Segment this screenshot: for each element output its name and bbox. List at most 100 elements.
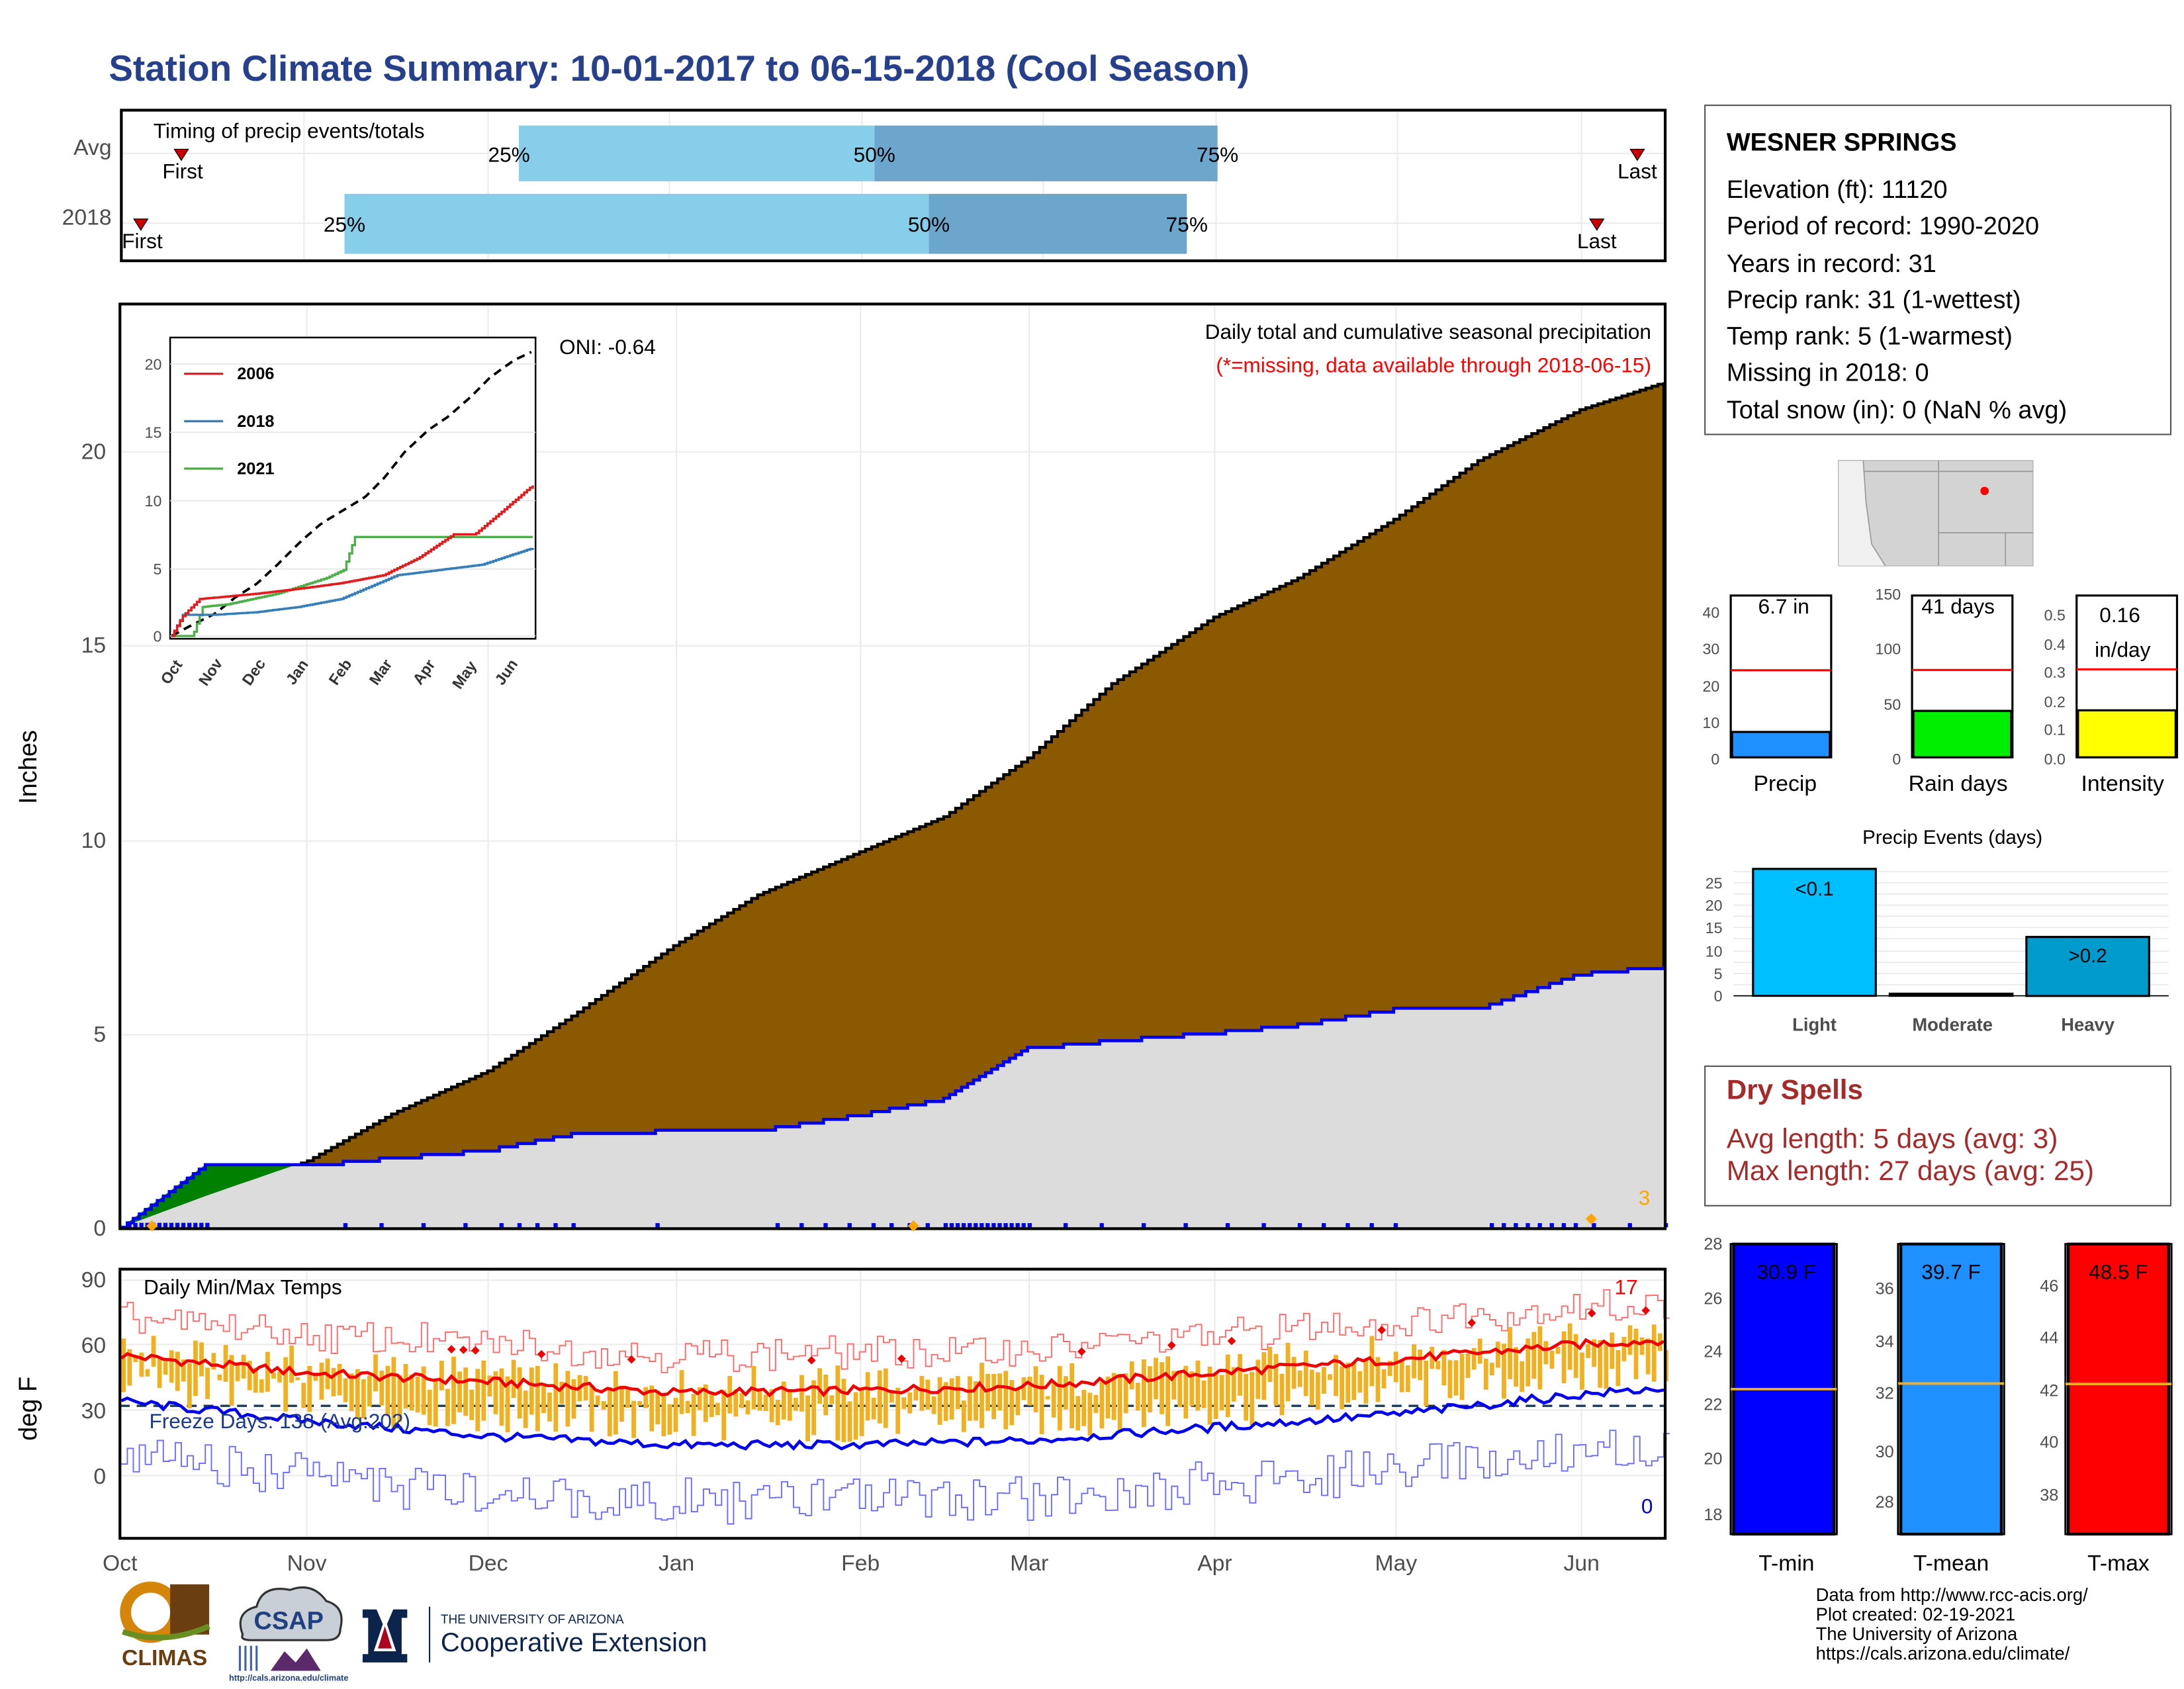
daily-temp-bar: [721, 1390, 727, 1441]
avg-max-line: [120, 1338, 1665, 1398]
daily-precip-bar: [157, 1222, 162, 1228]
daily-temp-bar: [1375, 1357, 1381, 1402]
daily-temp-bar: [151, 1336, 156, 1367]
credits: Data from http://www.rcc-acis.org/ Plot …: [1816, 1585, 2088, 1664]
daily-temp-bar: [703, 1384, 708, 1422]
daily-temp-bar: [1471, 1347, 1477, 1370]
daily-temp-bar: [1189, 1371, 1195, 1406]
station-elevation: Elevation (ft): 11120: [1726, 175, 1948, 204]
daily-precip-bar: [1027, 1223, 1032, 1228]
daily-temp-bar: [361, 1379, 366, 1419]
daily-temp-bar: [349, 1373, 354, 1412]
legend-label-2018: 2018: [237, 412, 274, 431]
daily-temp-bar: [781, 1381, 786, 1420]
tmax-ytick-42: 42: [2040, 1381, 2058, 1400]
station-name: WESNER SPRINGS: [1726, 128, 1957, 157]
hot-count: 17: [1615, 1275, 1638, 1299]
tmean-ytick-34: 34: [1876, 1333, 1894, 1351]
daily-temp-bar: [541, 1385, 546, 1414]
daily-temp-bar: [829, 1395, 835, 1404]
raindays-ytick-100: 100: [1876, 640, 1901, 657]
timing-row-avg-label: Avg: [73, 136, 112, 161]
daily-temp-bar: [883, 1368, 888, 1428]
daily-temp-bar: [877, 1370, 882, 1424]
daily-temp-bar: [1357, 1371, 1363, 1393]
temp-ytick-90: 90: [81, 1267, 107, 1293]
daily-temp-bar: [1615, 1350, 1621, 1387]
daily-temp-bar: [763, 1394, 768, 1411]
daily-temp-bar: [145, 1369, 150, 1377]
daily-temp-bar: [409, 1374, 414, 1411]
inset-ytick-20: 20: [145, 355, 162, 373]
ytd-last-marker: [1589, 218, 1605, 231]
daily-precip-bar: [181, 1222, 186, 1228]
daily-precip-bar: [955, 1223, 960, 1228]
inset-xtick-dec: Dec: [238, 655, 269, 688]
precip-ytick-10: 10: [1702, 714, 1719, 731]
inset-xtick-oct: Oct: [157, 657, 186, 688]
events-ytick-25: 25: [1706, 874, 1723, 891]
daily-temp-bar: [1543, 1341, 1549, 1365]
daily-precip-bar: [1142, 1223, 1146, 1228]
temp-summary-bar: [2066, 1242, 2170, 1536]
record-max-line: [121, 1289, 1670, 1373]
inset-xtick-mar: Mar: [366, 656, 396, 688]
timing-panel: Timing of precip events/totals First 25%…: [120, 109, 1667, 263]
daily-precip-bar: [463, 1223, 468, 1228]
ytd-p50-label: 50%: [908, 212, 950, 236]
daily-precip-bar: [1322, 1223, 1326, 1228]
daily-temp-bar: [685, 1400, 690, 1414]
daily-precip-bar: [1225, 1223, 1230, 1228]
intensity-ytick-1: 0.1: [2044, 721, 2066, 739]
avg-last-label: Last: [1617, 160, 1657, 183]
tmean-ytick-28: 28: [1876, 1493, 1894, 1512]
timing-row-2018-label: 2018: [62, 206, 112, 230]
intensity-bar-unit: in/day: [2095, 638, 2151, 662]
temp-summary-bars: 18 20 22 24 26 28 28 30 32 34 36 38 40 4…: [1704, 1235, 2173, 1576]
raindays-bar-value: 41 days: [1921, 594, 1995, 618]
daily-temp-bar: [535, 1365, 540, 1432]
daily-temp-bar: [931, 1396, 936, 1414]
inset-ytick-5: 5: [154, 561, 162, 578]
daily-temp-bar: [991, 1373, 997, 1420]
daily-precip-bar: [1573, 1223, 1578, 1228]
daily-temp-bar: [331, 1367, 336, 1396]
daily-temp-bar: [355, 1369, 360, 1420]
daily-precip-bar: [1502, 1223, 1506, 1228]
daily-precip-bar: [1525, 1223, 1530, 1228]
daily-temp-bar: [817, 1368, 823, 1404]
daily-temp-bar: [307, 1365, 312, 1412]
precip-subtitle: Daily total and cumulative seasonal prec…: [1205, 320, 1651, 343]
daily-precip-bar: [193, 1222, 198, 1228]
daily-temp-bar: [655, 1390, 660, 1425]
intensity-ytick-3: 0.3: [2044, 664, 2066, 681]
missing-marker-3: [146, 1220, 158, 1232]
daily-temp-bar: [619, 1385, 624, 1422]
avg-min-line: [120, 1386, 1664, 1451]
daily-temp-bar: [1424, 1360, 1429, 1406]
temp-ytick-30: 30: [81, 1398, 107, 1424]
tmin-ytick-18: 18: [1704, 1506, 1722, 1524]
oni-label: ONI: -0.64: [559, 335, 656, 359]
daily-temp-bar: [175, 1351, 180, 1391]
cold-count: 0: [1641, 1494, 1653, 1518]
daily-temp-bar: [895, 1387, 901, 1434]
daily-temp-bar: [794, 1398, 798, 1411]
events-ytick-5: 5: [1714, 965, 1723, 982]
daily-temp-bar: [1328, 1374, 1332, 1380]
daily-temp-bar: [1195, 1360, 1201, 1411]
inset-series-2006: [171, 485, 534, 637]
summary-bar-fill: [2077, 709, 2177, 758]
daily-temp-bar: [157, 1358, 162, 1388]
daily-temp-bar: [1525, 1338, 1531, 1387]
daily-temp-bar: [667, 1404, 672, 1435]
daily-temp-bar: [715, 1402, 720, 1416]
raindays-ytick-150: 150: [1876, 586, 1901, 603]
events-title: Precip Events (days): [1862, 827, 2042, 848]
avg-last-marker: [1629, 148, 1645, 161]
event-bar: [2025, 936, 2150, 997]
daily-temp-bar: [1148, 1366, 1152, 1413]
precip-ytick-30: 30: [1702, 640, 1719, 657]
daily-precip-bar: [1021, 1223, 1026, 1228]
daily-temp-bar: [517, 1367, 522, 1419]
